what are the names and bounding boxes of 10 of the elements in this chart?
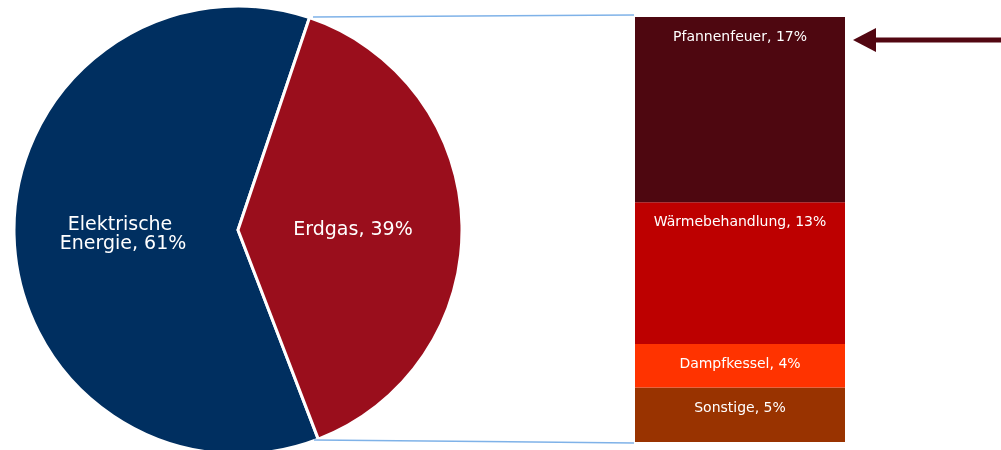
data-label: Dampfkessel, 4% <box>679 354 801 371</box>
bar <box>635 202 845 344</box>
slice-label: Erdgas, 39% <box>293 216 413 239</box>
slice-label: Elektrische Energie, 61% <box>59 211 187 253</box>
bar <box>635 387 845 442</box>
data-label: Sonstige, 5% <box>694 398 786 415</box>
data-label: Wärmebehandlung, 13% <box>653 213 827 230</box>
data-label: Pfannenfeuer, 17% <box>673 28 807 44</box>
bar <box>635 343 845 388</box>
bar <box>635 17 845 203</box>
